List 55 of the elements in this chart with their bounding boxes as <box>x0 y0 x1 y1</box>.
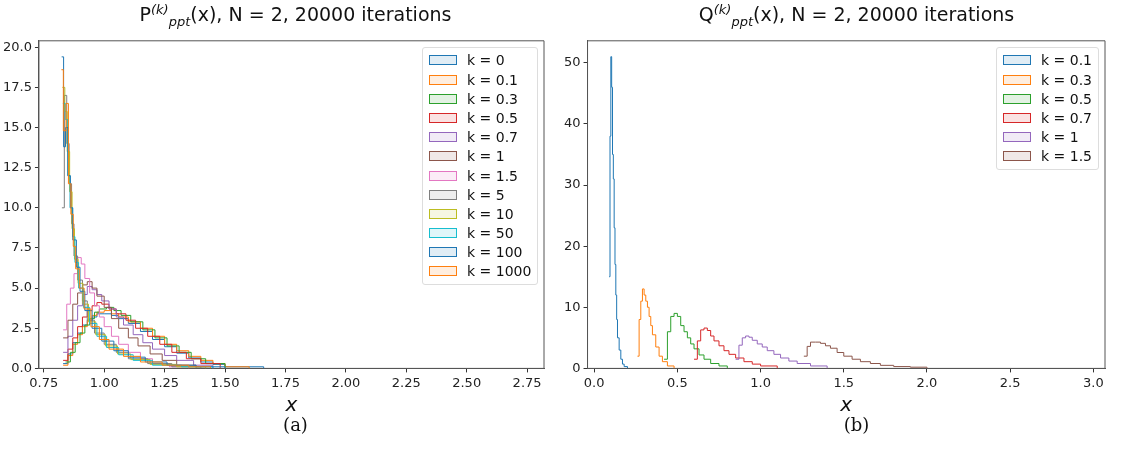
legend-label: k = 0.1 <box>1041 52 1093 69</box>
y-tick-label: 40 <box>564 115 581 131</box>
x-axis-title: x <box>839 392 853 417</box>
x-axis-title: x <box>284 392 298 417</box>
text: (a) <box>282 414 309 435</box>
x-tick-label: 2.50 <box>452 374 482 390</box>
y-tick-label: 30 <box>564 176 581 192</box>
y-tick-label: 0 <box>572 359 581 375</box>
legend-label: k = 0.5 <box>467 109 519 126</box>
legend-label: k = 0.7 <box>467 129 519 146</box>
y-tick-label: 10 <box>564 298 581 314</box>
y-tick-label: 0.0 <box>11 359 32 375</box>
y-tick-label: 17.5 <box>2 78 32 94</box>
chart-title: Q$^{(k)}$$_{ppt}$(x), N = 2, 20000 iterations <box>697 2 1016 30</box>
legend-label: k = 0.3 <box>1041 71 1093 88</box>
y-tick-label: 50 <box>564 54 581 70</box>
y-tick-label: 10.0 <box>2 199 32 215</box>
y-tick-label: 15.0 <box>2 118 32 134</box>
legend-label: k = 0 <box>467 52 505 69</box>
y-tick-label: 12.5 <box>2 159 32 175</box>
legend-label: k = 50 <box>467 225 514 242</box>
y-tick-label: 20.0 <box>2 38 32 54</box>
legend-label: k = 10 <box>467 205 514 222</box>
legend-label: k = 100 <box>467 244 523 261</box>
x-tick-label: 2.0 <box>916 374 938 390</box>
x-tick-label: 2.5 <box>999 374 1021 390</box>
y-tick-label: 2.5 <box>11 319 32 335</box>
legend-label: k = 1 <box>1041 129 1079 146</box>
y-tick-label: 7.5 <box>11 239 32 255</box>
legend-label: k = 1.5 <box>1041 148 1093 165</box>
x-tick-label: 1.00 <box>89 374 119 390</box>
legend-label: k = 1 <box>467 148 505 165</box>
x-tick-label: 1.0 <box>750 374 771 390</box>
legend-label: k = 1000 <box>467 263 532 280</box>
x-tick-label: 2.75 <box>512 374 542 390</box>
x-tick-label: 0.5 <box>667 374 688 390</box>
chart-title: P$^{(k)}$$_{ppt}$(x), N = 2, 20000 iterations <box>138 2 453 30</box>
legend-label: k = 0.7 <box>1041 109 1093 126</box>
x-tick-label: 1.25 <box>150 374 180 390</box>
x-tick-label: 1.5 <box>833 374 855 390</box>
x-tick-label: 1.75 <box>270 374 300 390</box>
x-tick-label: 1.50 <box>210 374 240 390</box>
legend-label: k = 1.5 <box>467 167 519 184</box>
x-tick-label: 0.75 <box>29 374 59 390</box>
y-tick-label: 20 <box>564 237 581 253</box>
legend-label: k = 0.1 <box>467 71 519 88</box>
legend-label: k = 0.5 <box>1041 90 1093 107</box>
text: (b) <box>842 414 871 435</box>
x-tick-label: 2.00 <box>331 374 361 390</box>
x-tick-label: 0.0 <box>583 374 605 390</box>
y-tick-label: 5.0 <box>11 279 32 295</box>
x-tick-label: 3.0 <box>1083 374 1104 390</box>
legend-label: k = 0.3 <box>467 90 519 107</box>
legend-label: k = 5 <box>467 186 505 203</box>
x-tick-label: 2.25 <box>391 374 421 390</box>
